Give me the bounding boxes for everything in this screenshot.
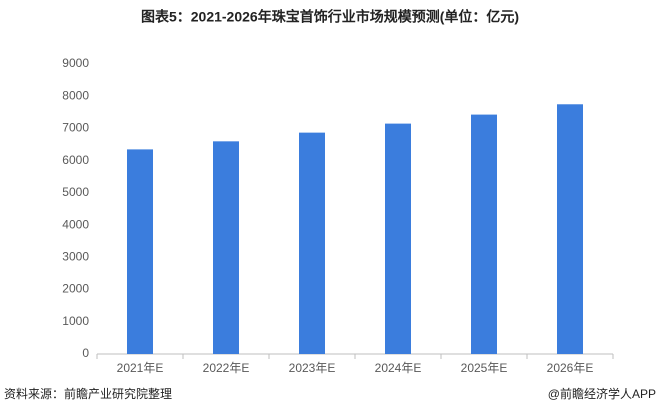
bar <box>299 132 325 354</box>
bar <box>385 123 411 354</box>
y-tick-label: 0 <box>82 346 89 360</box>
y-tick-label: 6000 <box>62 153 89 167</box>
x-tick-label: 2025年E <box>461 361 508 375</box>
bar <box>557 104 583 355</box>
y-tick-label: 3000 <box>62 250 89 264</box>
y-tick-label: 5000 <box>62 185 89 199</box>
credit: @前瞻经济学人APP <box>548 386 656 401</box>
x-tick-label: 2024年E <box>375 361 422 375</box>
x-tick-label: 2022年E <box>203 361 250 375</box>
y-tick-label: 7000 <box>62 121 89 135</box>
source-note: 资料来源：前瞻产业研究院整理 <box>4 386 172 401</box>
y-tick-label: 1000 <box>62 314 89 328</box>
y-tick-label: 2000 <box>62 282 89 296</box>
chart-title: 图表5：2021-2026年珠宝首饰行业市场规模预测(单位：亿元) <box>141 9 519 25</box>
y-tick-label: 8000 <box>62 88 89 102</box>
bar <box>213 141 239 354</box>
x-tick-label: 2023年E <box>289 361 336 375</box>
x-tick-label: 2026年E <box>547 361 594 375</box>
bar <box>127 149 153 354</box>
x-tick-label: 2021年E <box>117 361 164 375</box>
y-tick-label: 9000 <box>62 56 89 70</box>
y-tick-label: 4000 <box>62 217 89 231</box>
bar <box>471 114 497 354</box>
